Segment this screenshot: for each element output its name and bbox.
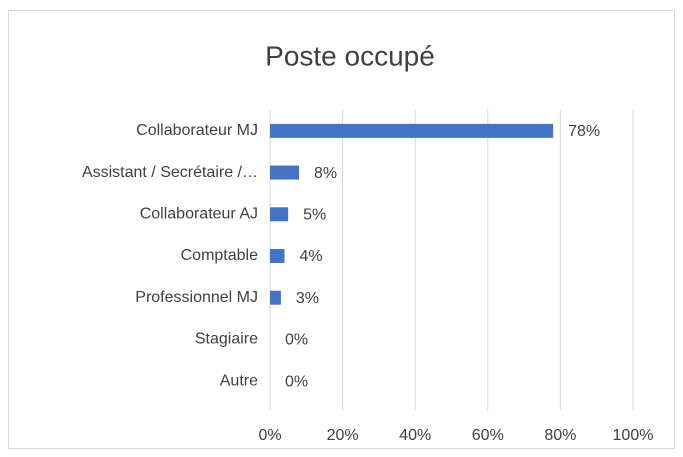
y-tick-label: Collaborateur AJ (140, 206, 258, 223)
x-tick-label: 60% (472, 427, 504, 444)
data-label: 4% (300, 248, 323, 265)
data-label: 0% (285, 332, 308, 349)
y-tick-label: Collaborateur MJ (136, 122, 258, 139)
bar (270, 123, 554, 138)
y-tick-label: Autre (220, 372, 258, 389)
x-tick-label: 80% (544, 427, 576, 444)
y-tick-label: Stagiaire (195, 331, 258, 348)
x-tick-label: 20% (327, 427, 359, 444)
data-label: 78% (568, 123, 600, 140)
y-tick-label: Professionnel MJ (135, 289, 258, 306)
y-tick-label: Comptable (181, 247, 258, 264)
bar (270, 165, 300, 180)
data-label: 0% (285, 373, 308, 390)
chart-title: Poste occupé (265, 40, 435, 71)
y-tick-label: Assistant / Secrétaire /… (82, 164, 258, 181)
x-tick-label: 0% (258, 427, 281, 444)
bar (270, 249, 285, 263)
x-tick-label: 40% (399, 427, 431, 444)
x-tick-label: 100% (613, 427, 654, 444)
data-label: 8% (314, 165, 337, 182)
bar (270, 290, 281, 305)
chart-frame (8, 10, 675, 449)
data-label: 3% (296, 290, 319, 307)
bar (270, 207, 289, 222)
data-label: 5% (303, 207, 326, 224)
